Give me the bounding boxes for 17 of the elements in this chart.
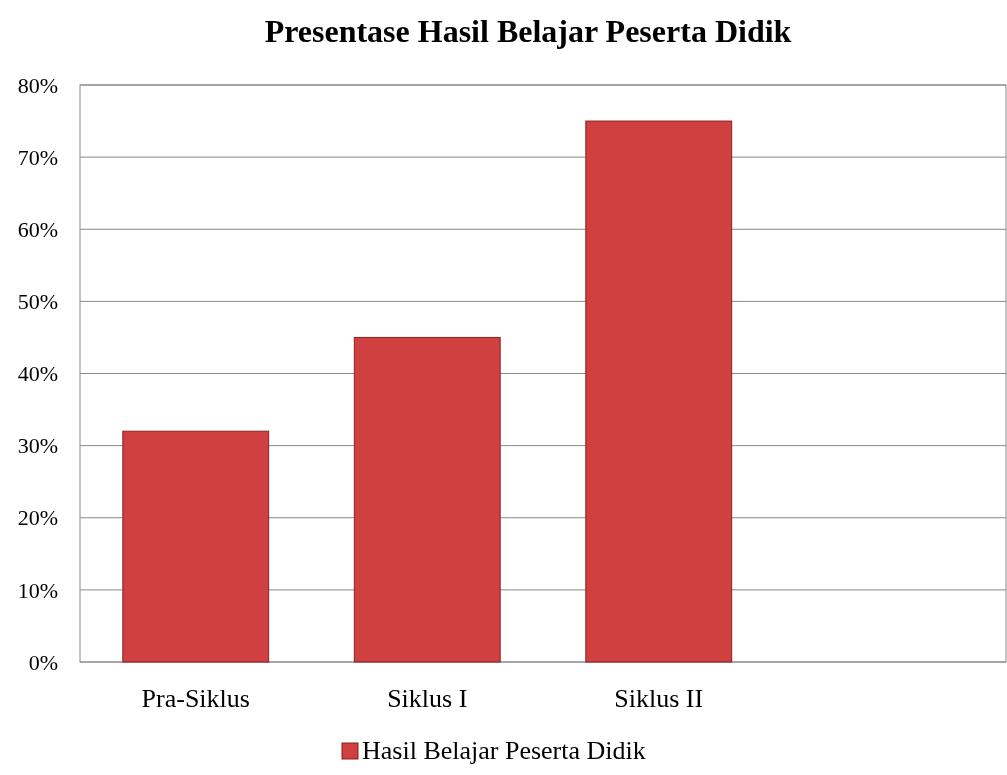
x-tick-label: Pra-Siklus [141, 684, 250, 713]
bar [585, 120, 733, 663]
x-tick-label: Siklus I [387, 684, 468, 713]
bar [122, 430, 270, 663]
y-tick-label: 0% [28, 649, 58, 675]
y-tick-label: 70% [17, 144, 58, 170]
legend-label: Hasil Belajar Peserta Didik [362, 736, 646, 765]
y-tick-label: 80% [17, 72, 58, 98]
bar [353, 336, 501, 663]
y-tick-label: 50% [17, 289, 58, 315]
chart-title: Presentase Hasil Belajar Peserta Didik [264, 13, 792, 49]
y-tick-label: 10% [17, 577, 58, 603]
y-tick-label: 40% [17, 361, 58, 387]
y-tick-label: 30% [17, 433, 58, 459]
x-tick-label: Siklus II [614, 684, 704, 713]
y-tick-label: 60% [17, 216, 58, 242]
y-tick-label: 20% [17, 505, 58, 531]
